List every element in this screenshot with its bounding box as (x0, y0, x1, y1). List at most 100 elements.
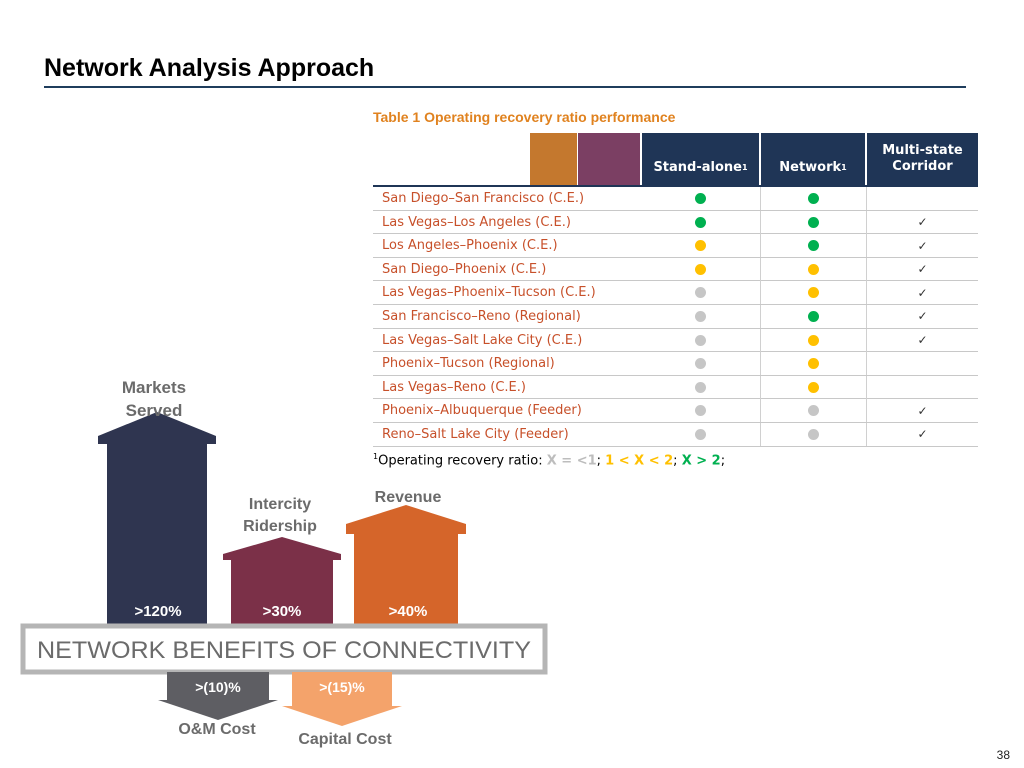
table-row: Los Angeles–Phoenix (C.E.) ✓ (373, 234, 978, 258)
standalone-indicator (695, 193, 706, 204)
column-divider (866, 328, 867, 352)
purple-swatch (578, 133, 640, 185)
network-indicator-cell (761, 258, 865, 281)
markets-served-arrow (98, 412, 216, 444)
standalone-indicator (695, 405, 706, 417)
footnote-range-mid: 1 < X < 2 (605, 453, 674, 469)
route-name: San Francisco–Reno (Regional) (382, 308, 581, 324)
connectivity-banner (20, 623, 548, 675)
standalone-indicator-cell (642, 329, 759, 352)
orange-swatch (530, 133, 577, 185)
route-name: San Diego–Phoenix (C.E.) (382, 261, 547, 277)
om-cost-value: >(10)% (195, 679, 241, 695)
column-divider (866, 375, 867, 399)
table-caption: Table 1 Operating recovery ratio perform… (373, 109, 676, 125)
header-network: Network 1 (761, 133, 865, 185)
column-divider (760, 352, 761, 376)
column-divider (760, 210, 761, 234)
network-indicator (807, 193, 819, 204)
capital-cost-value: >(15)% (319, 679, 365, 695)
network-indicator-cell (761, 399, 865, 422)
title-divider (44, 86, 966, 88)
network-indicator (807, 358, 819, 370)
column-divider (866, 352, 867, 376)
capital-cost-arrow (282, 706, 402, 726)
header-standalone: Stand-alone 1 (642, 133, 759, 185)
standalone-indicator-cell (642, 281, 759, 304)
column-divider (866, 399, 867, 423)
column-divider (866, 304, 867, 328)
header-standalone-sup: 1 (741, 163, 748, 172)
table-row: Reno–Salt Lake City (Feeder) ✓ (373, 422, 978, 447)
standalone-indicator (695, 428, 706, 440)
multistate-check: ✓ (917, 333, 928, 348)
standalone-indicator (695, 240, 706, 252)
capital-cost-bar (292, 672, 392, 708)
ridership-line1: Intercity (249, 496, 311, 513)
standalone-indicator-cell (642, 352, 759, 375)
table-row: Phoenix–Tucson (Regional) (373, 352, 978, 376)
header-network-label: Network (779, 160, 842, 175)
markets-served-value: >120% (134, 603, 181, 620)
header-multistate-line1: Multi-state (882, 143, 963, 158)
om-cost-label: O&M Cost (178, 721, 256, 738)
column-divider (760, 328, 761, 352)
table-row: San Diego–San Francisco (C.E.) (373, 187, 978, 211)
revenue-value: >40% (389, 603, 428, 620)
network-indicator (807, 428, 819, 440)
standalone-indicator (695, 334, 706, 346)
table-row: San Diego–Phoenix (C.E.) ✓ (373, 257, 978, 282)
standalone-indicator-cell (642, 376, 759, 399)
multistate-check: ✓ (917, 215, 928, 230)
ridership-line2: Ridership (243, 518, 317, 535)
table-row: Phoenix–Albuquerque (Feeder) ✓ (373, 399, 978, 423)
header-network-sup: 1 (841, 163, 847, 172)
network-indicator-cell (761, 423, 865, 446)
network-indicator-cell (761, 329, 865, 352)
route-name: Reno–Salt Lake City (Feeder) (382, 426, 569, 442)
standalone-indicator (695, 358, 706, 370)
standalone-indicator-cell (642, 305, 759, 328)
footnote: 1Operating recovery ratio: X = <1; 1 < X… (373, 452, 725, 468)
route-name: Las Vegas–Phoenix–Tucson (C.E.) (382, 285, 596, 301)
column-divider (760, 257, 761, 281)
table-header: Stand-alone 1 Network 1 Multi-state Corrid… (373, 133, 978, 187)
standalone-indicator (695, 381, 706, 393)
standalone-indicator-cell (642, 423, 759, 446)
ridership-bar (231, 558, 333, 628)
footnote-sep-1: ; (596, 453, 606, 469)
column-divider (866, 257, 867, 281)
network-indicator-cell (761, 376, 865, 399)
route-name: Phoenix–Albuquerque (Feeder) (382, 403, 582, 419)
network-indicator (807, 240, 819, 252)
table-body: San Diego–San Francisco (C.E.) Las Vegas–… (373, 187, 978, 447)
column-divider (866, 234, 867, 258)
table-row: Las Vegas–Reno (C.E.) (373, 375, 978, 400)
standalone-indicator (695, 287, 706, 299)
standalone-indicator-cell (642, 187, 759, 210)
route-name: Las Vegas–Salt Lake City (C.E.) (382, 332, 583, 348)
network-indicator-cell (761, 305, 865, 328)
markets-served-line2: Served (126, 401, 183, 420)
network-benefits-infographic: Markets Served >120% Intercity Ridership… (20, 378, 548, 748)
slide-title: Network Analysis Approach (44, 54, 375, 82)
multistate-check: ✓ (917, 285, 928, 300)
multistate-check (867, 376, 978, 399)
column-divider (866, 281, 867, 305)
multistate-check: ✓ (917, 238, 928, 253)
column-divider (866, 210, 867, 234)
network-indicator (807, 310, 819, 322)
network-indicator (807, 334, 819, 346)
column-divider (760, 304, 761, 328)
footnote-range-high: X > 2 (681, 453, 721, 469)
standalone-indicator-cell (642, 258, 759, 281)
om-cost-bar (167, 672, 269, 702)
header-multistate-line2: Corridor (892, 159, 953, 174)
column-divider (760, 281, 761, 305)
network-indicator-cell (761, 352, 865, 375)
standalone-indicator (695, 216, 706, 228)
om-cost-arrow (158, 700, 278, 720)
revenue-arrow (346, 505, 466, 534)
route-name: Phoenix–Tucson (Regional) (382, 356, 555, 372)
column-divider (866, 422, 867, 446)
